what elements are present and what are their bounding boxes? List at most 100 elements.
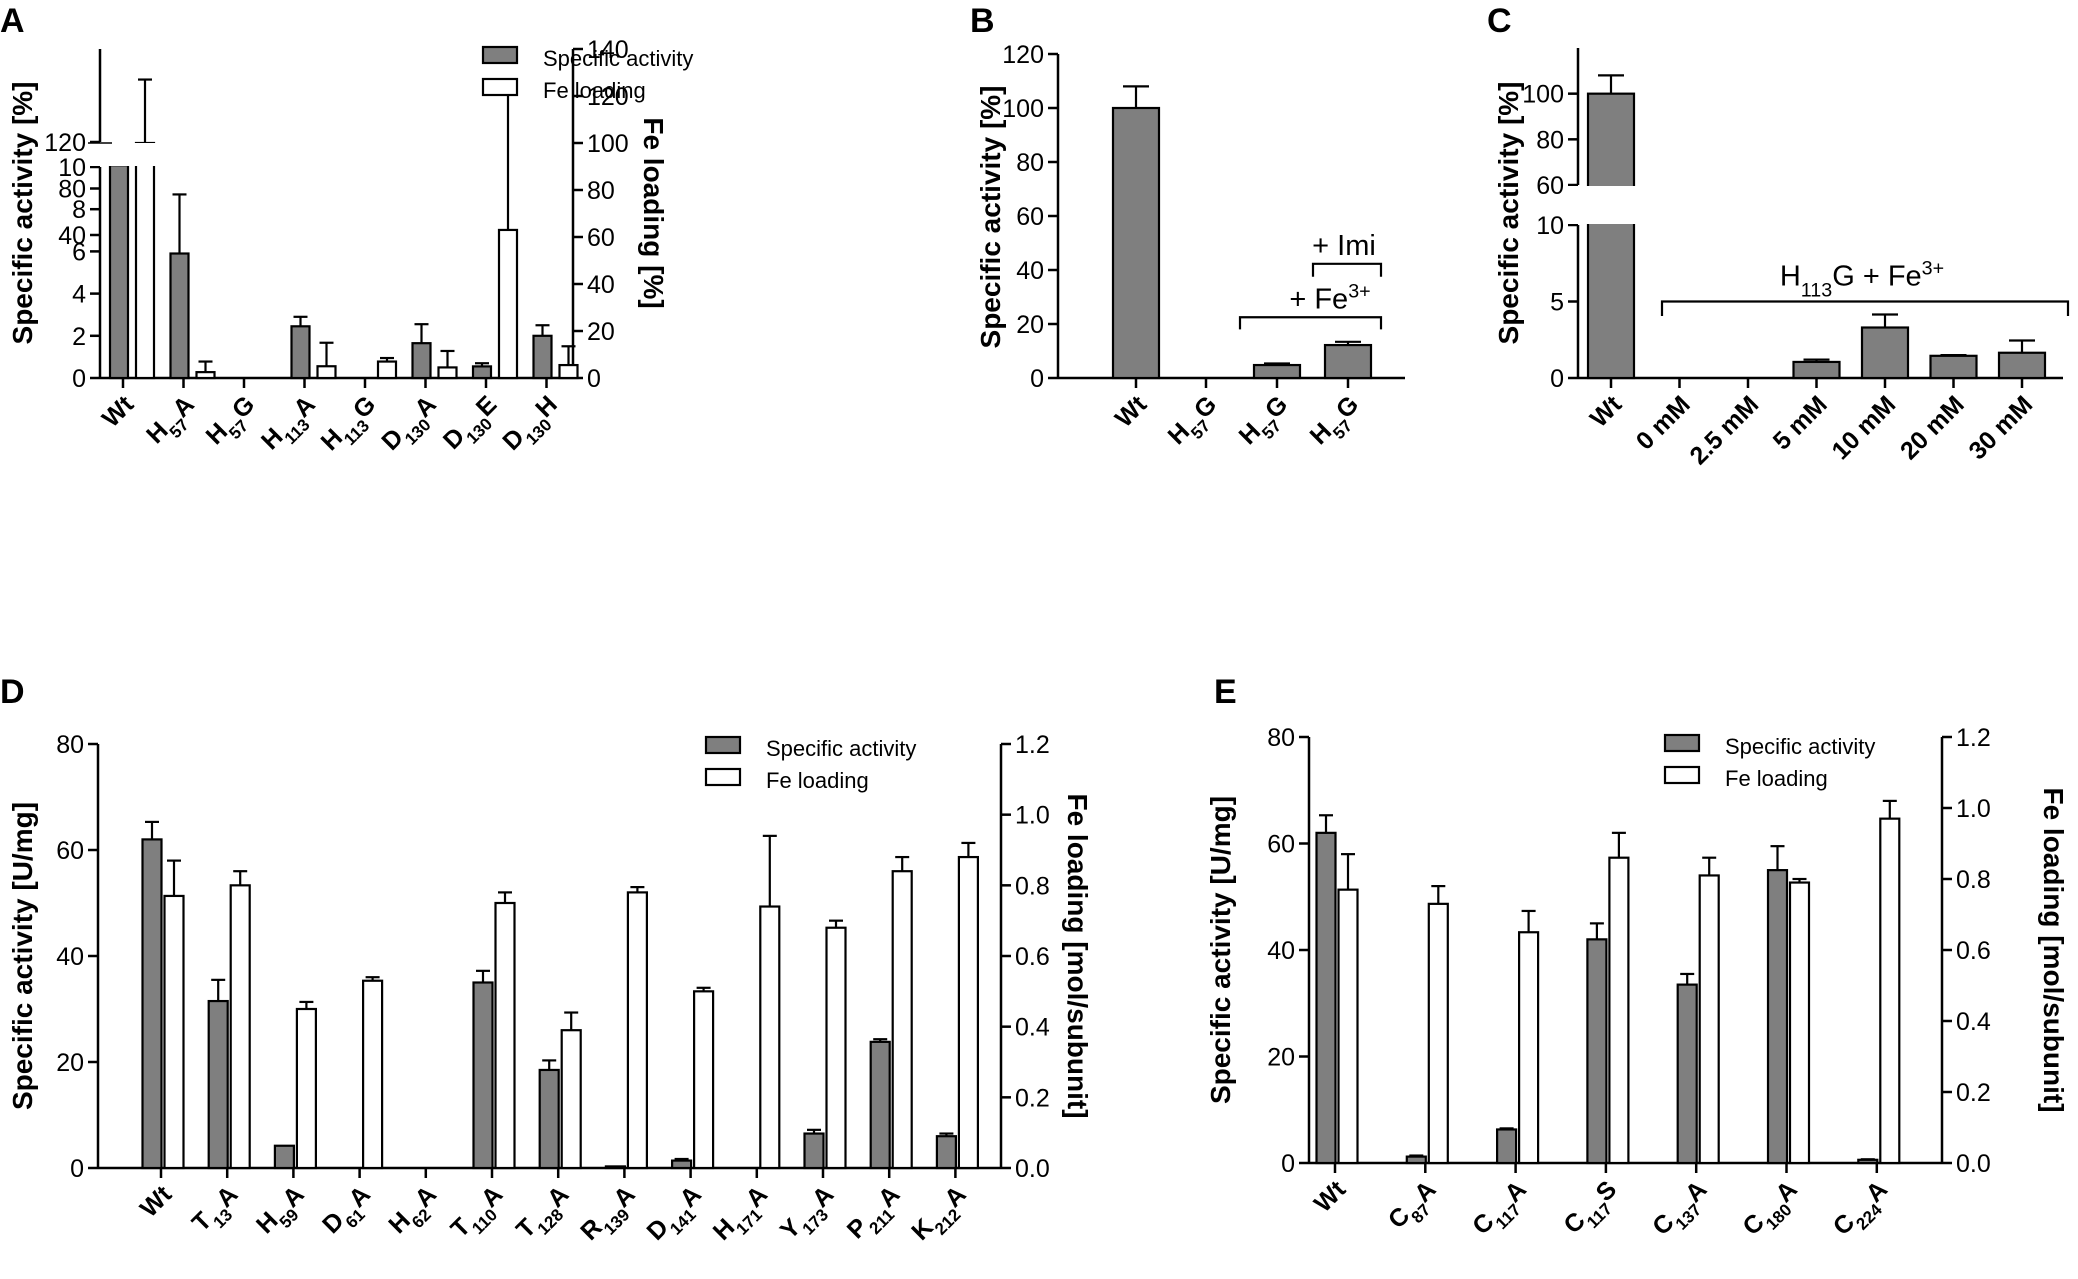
y2-tick-label: 0.8 (1015, 872, 1050, 900)
x-tick-label: D141A (641, 1180, 712, 1251)
legend-swatch-fe (1663, 765, 1701, 785)
y2-tick-label: 0.2 (1956, 1079, 1991, 1107)
bar-activity (108, 164, 130, 380)
bar-activity (604, 1165, 627, 1170)
bar-fe (626, 891, 649, 1170)
y2-tick-label: 0.0 (1015, 1155, 1050, 1183)
y2-axis-title: Fe loading [mol/subunit] (2038, 787, 2069, 1112)
y-tick-label: 60 (56, 837, 84, 865)
bar-fe (1608, 856, 1630, 1165)
x-tick-label: H57G (1234, 390, 1299, 455)
x-tick-label: C224A (1828, 1175, 1899, 1246)
legend-swatch-activity (704, 735, 742, 755)
annotation-imi: + Imi (1312, 230, 1376, 262)
label-part: A (167, 390, 200, 423)
x-tick-label: T110A (445, 1180, 513, 1248)
y-tick-label: 60 (1536, 172, 1564, 200)
bar-activity (1586, 92, 1636, 380)
panel-d: D 0 20 40 60 80 0.0 0.2 0.4 0.6 0.8 1.0 1.2 Wt T13AH59… (0, 673, 1093, 1251)
bar-fe (1517, 931, 1540, 1165)
bar-activity (1111, 106, 1161, 380)
label-part: Wt (1585, 390, 1628, 433)
x-tick-label: 20 mM (1895, 390, 1970, 465)
annotation-h113g: H113G + Fe3+ (1780, 258, 1944, 302)
bar-fe (957, 855, 980, 1170)
panel-a: A02468104080120020406080100120140WtH57AH… (0, 2, 693, 460)
bar-fe (1788, 881, 1811, 1165)
y2-tick-label: 40 (587, 271, 615, 299)
label-part: 113 (1801, 280, 1832, 302)
legend-swatch-fe (704, 767, 742, 787)
label-part: A (343, 1180, 376, 1213)
bar-fe (437, 366, 458, 380)
label-part: A (1409, 1175, 1442, 1208)
x-tick-label: Wt (1110, 390, 1153, 433)
x-tick-label: R139A (575, 1180, 646, 1251)
legend-label-activity: Specific activity (543, 46, 693, 71)
y-tick-label: 80 (58, 176, 86, 204)
bar-activity (1766, 869, 1789, 1165)
legend-swatch-activity (1663, 733, 1701, 753)
bar-activity (1676, 983, 1698, 1165)
x-tick-label: 30 mM (1963, 390, 2038, 465)
bar-fe (316, 365, 337, 380)
bar-fe (1337, 888, 1359, 1165)
y-tick-label: 0 (1281, 1150, 1295, 1178)
x-tick-label: C117A (1467, 1175, 1537, 1245)
x-tick-label: H113A (256, 390, 326, 460)
label-part: 3+ (1922, 258, 1944, 280)
y2-tick-label: 140 (587, 36, 629, 64)
label-part: A (288, 390, 321, 423)
label-part: A (476, 1180, 509, 1213)
y-tick-label: 10 (1536, 212, 1564, 240)
x-tick-label: C117S (1558, 1175, 1627, 1244)
y2-tick-label: 0.6 (1015, 943, 1050, 971)
y-tick-label: 5 (1550, 289, 1564, 317)
bar-fe (825, 926, 847, 1170)
x-tick-label: 10 mM (1826, 390, 1901, 465)
label-part: G (1260, 390, 1294, 424)
y-tick-label: 60 (1016, 203, 1044, 231)
x-tick-label: D130E (438, 390, 508, 460)
x-tick-label: Wt (1585, 390, 1628, 433)
y-tick-label: 0 (72, 365, 86, 393)
legend-swatch-fe (481, 77, 519, 97)
label-part: G (1331, 390, 1365, 424)
y2-tick-label: 120 (587, 83, 629, 111)
y2-tick-label: 0.0 (1956, 1150, 1991, 1178)
bar-activity (169, 252, 190, 380)
panel-e-letter: E (1214, 673, 1237, 711)
bar-activity (869, 1040, 891, 1170)
label-part: 20 mM (1895, 390, 1970, 465)
label-part: 5 mM (1768, 390, 1833, 455)
label-part: A (1860, 1175, 1893, 1208)
y-tick-label: 80 (1016, 149, 1044, 177)
bar-activity (1323, 343, 1373, 380)
y-tick-label: 80 (1267, 724, 1295, 752)
bar-activity (803, 1132, 825, 1170)
x-tick-label: Wt (97, 390, 140, 433)
y2-tick-label: 0.6 (1956, 937, 1991, 965)
bar-activity (1405, 1155, 1427, 1165)
label-part: S (1591, 1175, 1623, 1207)
y-tick-label: 0 (70, 1155, 84, 1183)
x-tick-label: H57G (201, 390, 266, 455)
bar-activity (1860, 326, 1910, 380)
x-tick-label: 2.5 mM (1685, 390, 1765, 470)
label-part: H (530, 390, 563, 423)
bar-fe (376, 360, 398, 380)
x-tick-label: K212A (906, 1180, 977, 1251)
bar-fe (295, 1007, 317, 1170)
y2-axis-title: Fe loading [mol/subunit] (1062, 793, 1093, 1118)
x-tick-label: C87A (1383, 1175, 1447, 1239)
x-tick-label: T128A (511, 1180, 580, 1249)
y2-tick-label: 0 (587, 365, 601, 393)
bar-fe (494, 901, 516, 1170)
axis-break (88, 143, 198, 166)
legend-label-fe: Fe loading (766, 768, 869, 793)
label-part: Wt (97, 390, 140, 433)
bar-fe (1879, 817, 1901, 1165)
label-part: G (348, 390, 382, 424)
